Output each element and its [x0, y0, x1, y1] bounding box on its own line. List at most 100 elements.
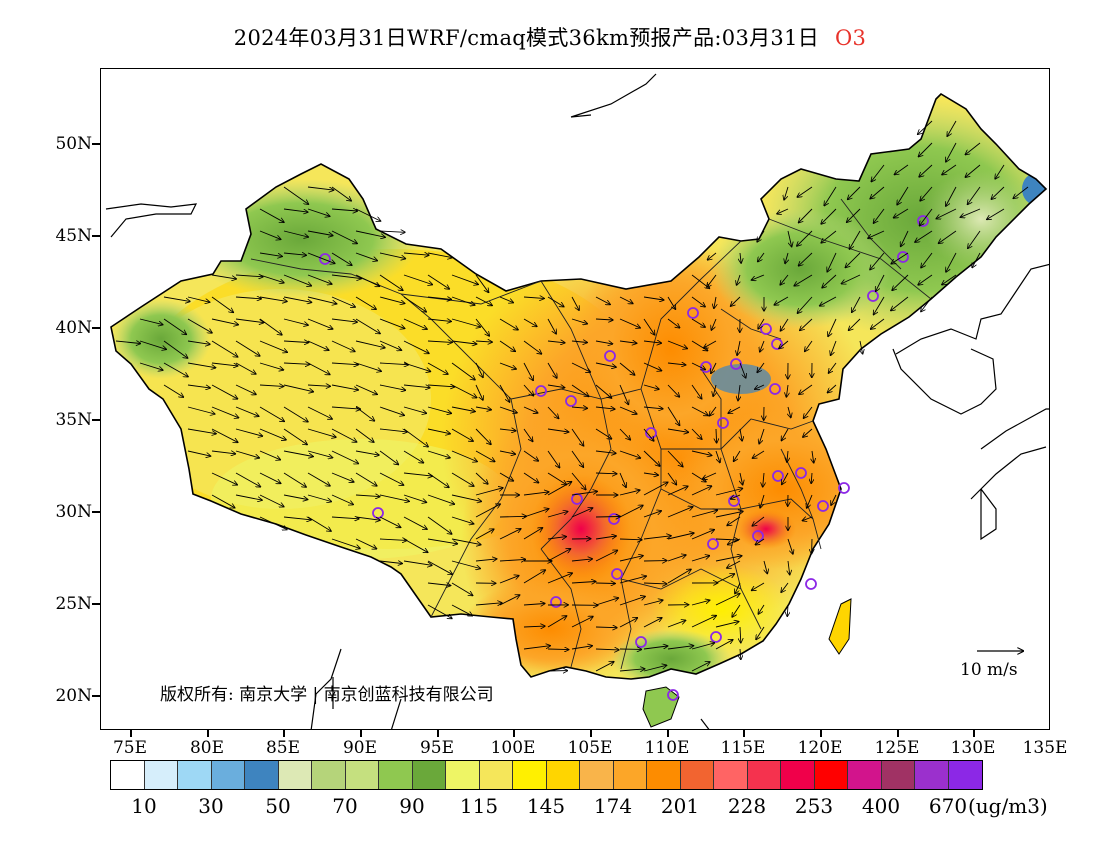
wind-arrow — [781, 318, 789, 331]
wind-arrow — [787, 230, 792, 247]
wind-arrow — [643, 618, 662, 628]
legend-swatch — [144, 761, 178, 789]
wind-arrow — [667, 340, 687, 349]
city-marker[interactable] — [687, 307, 699, 319]
wind-arrow — [752, 582, 765, 590]
wind-arrow — [920, 186, 933, 201]
city-marker[interactable] — [805, 578, 817, 590]
wind-arrow — [756, 538, 765, 545]
wind-arrow — [643, 600, 663, 606]
wind-arrow — [547, 406, 559, 418]
wind-arrow — [619, 428, 630, 440]
lon-label: 115E — [720, 738, 766, 758]
wind-arrow — [379, 363, 408, 365]
wind-arrow — [475, 318, 489, 336]
city-marker[interactable] — [838, 482, 850, 494]
wind-arrow — [619, 296, 633, 303]
wind-arrow — [752, 516, 765, 526]
city-marker[interactable] — [867, 290, 879, 302]
wind-arrow — [403, 494, 426, 502]
wind-arrow — [283, 208, 308, 212]
wind-arrow — [427, 362, 448, 374]
wind-arrow — [755, 384, 765, 389]
taiwan-island — [828, 598, 852, 655]
city-marker[interactable] — [817, 500, 829, 512]
city-marker[interactable] — [535, 385, 547, 397]
lon-label: 90E — [342, 738, 378, 758]
wind-arrow — [259, 208, 284, 222]
wind-arrow — [403, 318, 427, 329]
wind-arrow — [619, 362, 635, 375]
wind-arrow — [738, 384, 740, 400]
wind-arrow — [667, 363, 686, 365]
city-marker[interactable] — [730, 358, 742, 370]
wind-arrow — [852, 296, 861, 312]
wind-arrow — [995, 164, 1005, 179]
city-marker[interactable] — [565, 395, 577, 407]
wind-arrow — [499, 576, 519, 584]
wind-arrow — [307, 252, 335, 263]
wind-arrow — [259, 472, 281, 483]
wind-arrow — [643, 296, 664, 300]
wind-arrow — [451, 274, 478, 284]
wind-arrow — [259, 516, 287, 530]
wind-arrow — [355, 516, 380, 520]
wind-arrow — [918, 120, 933, 134]
wind-arrow — [774, 296, 789, 305]
wind-arrow — [379, 516, 401, 527]
wind-arrow — [740, 472, 743, 485]
city-marker[interactable] — [319, 253, 331, 265]
wind-arrow — [283, 253, 306, 255]
city-marker[interactable] — [897, 251, 909, 263]
wind-arrow — [710, 406, 717, 416]
wind-arrow — [968, 186, 981, 204]
wind-arrow — [283, 363, 310, 364]
wind-arrow — [848, 186, 861, 199]
city-marker[interactable] — [550, 596, 562, 608]
wind-arrow — [737, 340, 740, 355]
wind-arrow — [355, 252, 377, 261]
wind-arrow — [163, 340, 188, 358]
wind-arrow — [571, 296, 579, 310]
wind-arrow — [235, 340, 260, 356]
wind-arrow — [235, 318, 263, 323]
wind-arrow — [331, 407, 360, 409]
wind-arrow — [715, 622, 739, 628]
wind-arrow — [475, 529, 494, 540]
wind-arrow — [759, 428, 765, 444]
wind-arrow — [523, 362, 533, 380]
wind-arrow — [691, 486, 711, 496]
wind-arrow — [259, 385, 283, 386]
wind-arrow — [379, 494, 409, 501]
wind-arrow — [897, 186, 909, 205]
wind-arrow — [475, 362, 483, 377]
city-marker[interactable] — [710, 631, 722, 643]
wind-arrow — [714, 296, 716, 308]
city-marker[interactable] — [604, 350, 616, 362]
wind-arrow — [499, 559, 525, 561]
city-marker[interactable] — [717, 417, 729, 429]
lon-label: 100E — [490, 738, 536, 758]
city-marker[interactable] — [769, 383, 781, 395]
legend-swatch — [714, 761, 748, 789]
city-marker[interactable] — [707, 538, 719, 550]
wind-arrow — [523, 318, 537, 326]
wind-arrow — [211, 318, 238, 325]
wind-arrow — [427, 450, 450, 458]
city-marker[interactable] — [611, 568, 623, 580]
wind-arrow — [187, 406, 215, 414]
city-marker[interactable] — [795, 467, 807, 479]
lon-label: 135E — [1022, 738, 1068, 758]
wind-arrow — [807, 494, 813, 508]
legend-swatch — [178, 761, 212, 789]
wind-arrow — [211, 384, 237, 399]
wind-arrow — [331, 450, 358, 464]
city-marker[interactable] — [667, 689, 679, 701]
map-title: 2024年03月31日WRF/cmaq模式36km预报产品:03月31日 O3 — [0, 22, 1100, 52]
city-marker[interactable] — [772, 470, 784, 482]
wind-arrow — [619, 384, 628, 404]
color-legend — [110, 760, 983, 790]
wind-arrow — [715, 539, 738, 540]
wind-arrow — [355, 318, 380, 334]
wind-arrow — [715, 556, 742, 562]
